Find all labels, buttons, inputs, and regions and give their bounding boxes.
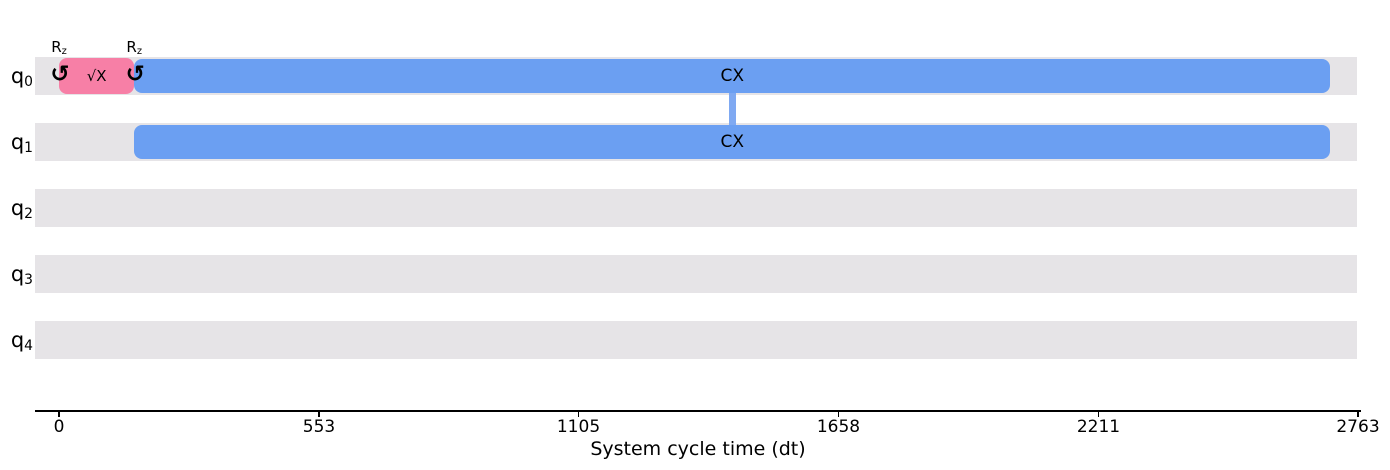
label-subscript: 0 [24, 74, 33, 91]
x-tick-2763 [1357, 410, 1359, 417]
qubit-track-q4 [35, 321, 1357, 359]
frame-change-rz-1-annotation: Rz [51, 40, 67, 57]
x-tick-label-0: 0 [53, 417, 65, 437]
frame-change-rz-2-annotation: Rz [126, 40, 142, 57]
x-tick-1658 [837, 410, 840, 417]
label-base: q [10, 262, 25, 286]
qubit-track-q3 [35, 255, 1357, 293]
qubit-label-q0: q0 [0, 66, 33, 90]
x-tick-label-2211: 2211 [1076, 417, 1121, 437]
x-axis-title: System cycle time (dt) [590, 438, 806, 460]
label-subscript: 1 [24, 140, 33, 157]
qubit-track-q2 [35, 189, 1357, 227]
label-subscript: 3 [24, 272, 33, 289]
label-base: q [10, 130, 25, 154]
x-tick-label-1658: 1658 [816, 417, 861, 437]
qubit-label-q2: q2 [0, 198, 33, 222]
x-axis-line [35, 410, 1361, 412]
gate-sqrtx-q0: √X [59, 58, 135, 94]
x-tick-label-1105: 1105 [556, 417, 601, 437]
gate-cx-q1: CX [134, 125, 1331, 159]
qubit-label-q4: q4 [0, 330, 33, 354]
label-base: R [51, 38, 62, 56]
cx-qubit-link [728, 93, 736, 125]
frame-change-rz-1-symbol: ↺ [50, 61, 70, 88]
label-base: q [10, 64, 25, 88]
label-subscript: z [61, 46, 67, 58]
x-tick-0 [58, 410, 60, 417]
label-subscript: 2 [24, 206, 33, 223]
label-subscript: z [136, 46, 143, 58]
gate-label: CX [720, 65, 744, 86]
x-tick-label-553: 553 [302, 417, 336, 437]
x-tick-1105 [577, 410, 580, 417]
label-subscript: 4 [24, 338, 33, 355]
x-tick-2211 [1097, 410, 1100, 417]
x-tick-label-2763: 2763 [1336, 417, 1380, 437]
qubit-label-q1: q1 [0, 132, 33, 156]
label-base: q [10, 328, 25, 352]
x-tick-553 [318, 410, 320, 417]
qubit-label-q3: q3 [0, 264, 33, 288]
gate-label: CX [720, 131, 744, 152]
gate-cx-q0: CX [134, 59, 1331, 93]
label-base: R [126, 38, 137, 56]
gate-label: √X [86, 66, 107, 85]
frame-change-rz-2-symbol: ↺ [125, 61, 145, 88]
label-base: q [10, 196, 25, 220]
